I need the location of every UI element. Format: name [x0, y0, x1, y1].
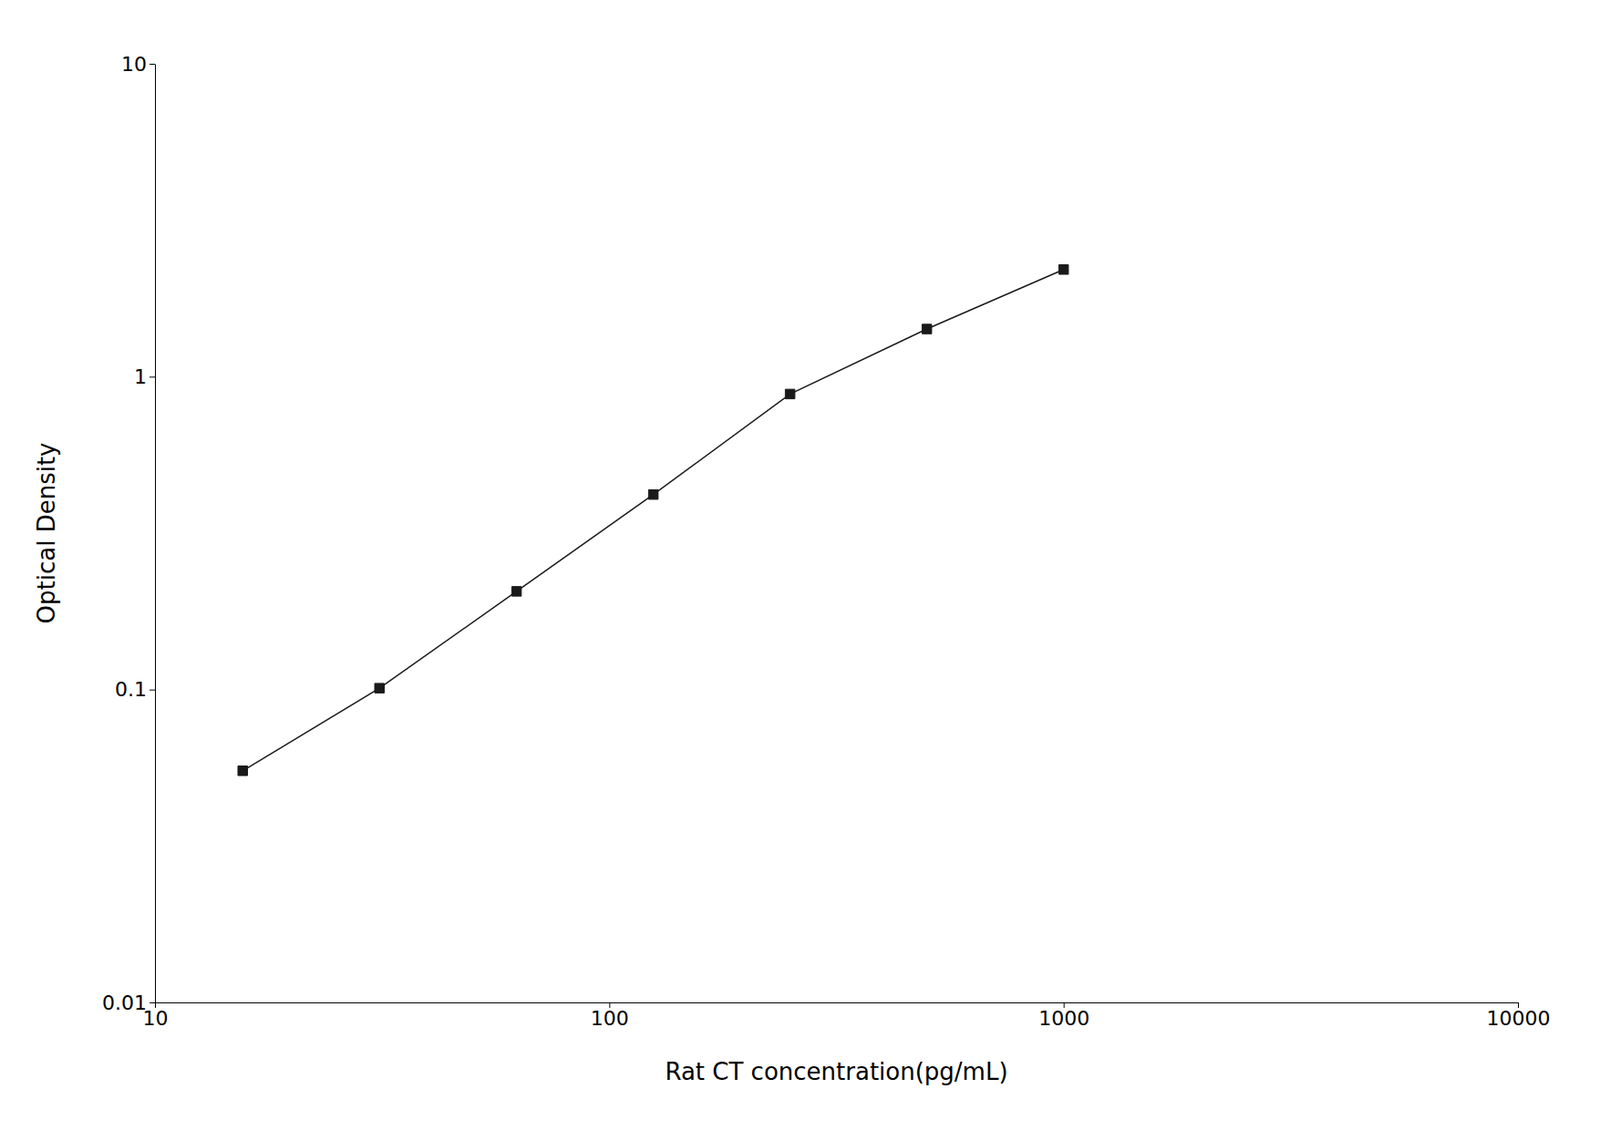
- x-axis-title: Rat CT concentration(pg/mL): [664, 1058, 1008, 1086]
- y-tick-label: 10: [121, 52, 147, 76]
- x-axis-line: [155, 1002, 1519, 1004]
- chart: 10 100 1000 10000 0.01 0.1 1 10 Rat CT concentra…: [0, 0, 1600, 1130]
- marker: [784, 389, 795, 399]
- plot-area: 10 100 1000 10000 0.01 0.1 1 10 Rat CT concentra…: [32, 52, 1551, 1086]
- x-axis: 10100100010000: [143, 1002, 1551, 1031]
- x-tick-label: 1000: [1038, 1007, 1090, 1031]
- marker: [921, 324, 931, 334]
- y-tick-mark: [149, 1002, 155, 1004]
- y-tick-label: 0.1: [114, 678, 147, 702]
- line: [242, 269, 1064, 772]
- marker: [511, 587, 521, 597]
- marker: [237, 766, 248, 776]
- x-tick: 100: [590, 1002, 630, 1031]
- y-tick: 0.1: [114, 678, 155, 702]
- marker: [1058, 265, 1068, 275]
- y-tick: 1: [134, 365, 155, 389]
- y-tick: 10: [121, 52, 155, 76]
- x-tick-label: 10000: [1486, 1007, 1551, 1031]
- y-tick-mark: [149, 376, 155, 378]
- x-tick-label: 100: [590, 1007, 630, 1031]
- y-tick: 0.01: [102, 991, 155, 1015]
- x-tick: 1000: [1038, 1002, 1090, 1031]
- y-tick-mark: [149, 63, 155, 65]
- y-axis-line: [154, 64, 156, 1004]
- y-tick-label: 1: [134, 365, 147, 389]
- y-axis: 0.01 0.1 1 10: [102, 52, 155, 1015]
- y-axis-title: Optical Density: [32, 443, 61, 625]
- y-tick-label: 0.01: [102, 991, 147, 1015]
- x-tick: 10000: [1486, 1002, 1551, 1031]
- y-tick-mark: [149, 690, 155, 692]
- marker: [648, 489, 658, 499]
- marker: [374, 683, 384, 693]
- series: [237, 265, 1069, 777]
